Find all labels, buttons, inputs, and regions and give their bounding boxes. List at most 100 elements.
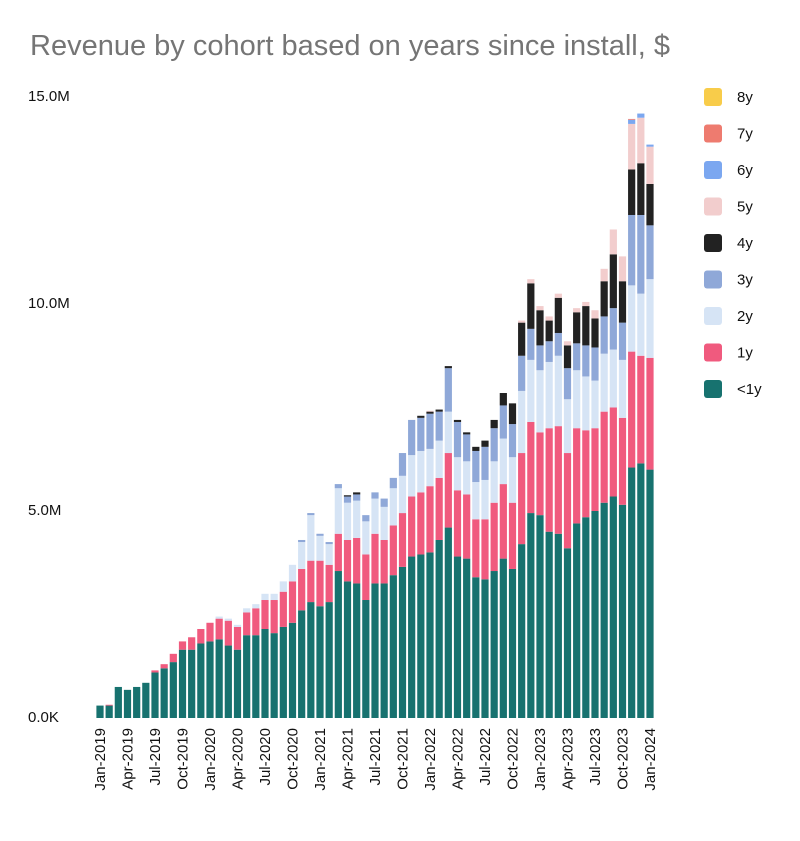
bar-segment	[453, 419, 462, 422]
bar-segment	[646, 225, 654, 280]
x-tick-label: Jan-2023	[532, 728, 549, 791]
bar-segment	[637, 463, 645, 718]
bar-segment	[573, 370, 581, 429]
bar-segment	[233, 626, 242, 650]
bar-segment	[169, 662, 177, 718]
bar-segment	[417, 450, 425, 493]
x-tick-label: Oct-2021	[395, 728, 412, 790]
bar-segment	[353, 494, 361, 501]
legend-swatch	[704, 343, 722, 362]
bar-segment	[371, 498, 379, 534]
bar-segment	[609, 229, 617, 255]
bar-segment	[243, 612, 251, 636]
bar-segment	[472, 577, 480, 718]
legend-swatch	[704, 270, 722, 289]
legend-label: 8y	[737, 89, 753, 106]
bar-segment	[545, 428, 553, 532]
x-tick-label: Apr-2023	[560, 728, 577, 790]
legend-swatch	[704, 161, 722, 179]
bar-segment	[591, 347, 599, 381]
x-tick-label: Apr-2021	[340, 728, 357, 790]
bar-segment	[298, 610, 306, 718]
bar-segment	[527, 513, 535, 718]
bar-segment	[334, 488, 342, 534]
bar-segment	[453, 457, 462, 491]
bar-segment	[252, 604, 260, 609]
bar-segment	[389, 525, 397, 576]
bar-segment	[371, 492, 379, 499]
bar-segment	[472, 519, 480, 578]
bar-segment	[609, 308, 617, 350]
bar-segment	[573, 343, 581, 371]
bar-segment	[288, 622, 297, 718]
bar-segment	[151, 672, 159, 718]
legend-swatch	[704, 307, 722, 325]
legend-label: 2y	[737, 308, 753, 325]
bar-segment	[463, 434, 471, 462]
bar-segment	[270, 593, 278, 601]
bar-segment	[169, 653, 177, 663]
bar-segment	[481, 579, 489, 718]
bar-segment	[343, 496, 352, 503]
bar-segment	[518, 355, 526, 391]
bar-segment	[545, 316, 553, 321]
legend-swatch	[704, 197, 722, 216]
bar-segment	[444, 368, 452, 412]
bar-segment	[490, 461, 498, 503]
bar-segment	[499, 484, 507, 559]
bar-segment	[160, 668, 168, 718]
bar-segment	[481, 446, 489, 480]
legend-label: 6y	[737, 162, 753, 179]
chart-title: Revenue by cohort based on years since i…	[30, 30, 670, 62]
bar-segment	[206, 641, 214, 718]
bar-segment	[261, 600, 269, 629]
bar-segment	[618, 281, 627, 323]
bar-segment	[316, 606, 324, 718]
bar-segment	[609, 254, 617, 309]
bar-segment	[444, 411, 452, 454]
bar-segment	[353, 583, 361, 718]
bar-segment	[426, 486, 434, 553]
bar-segment	[499, 558, 507, 718]
x-tick-label: Apr-2019	[120, 728, 137, 790]
bar-segment	[508, 457, 517, 503]
bar-segment	[545, 341, 553, 362]
bar-segment	[527, 283, 535, 329]
bar-segment	[637, 113, 645, 118]
bar-segment	[591, 380, 599, 429]
bar-segment	[582, 517, 590, 718]
bar-segment	[444, 527, 452, 718]
bar-segment	[417, 492, 425, 555]
bar-segment	[453, 556, 462, 718]
bar-segment	[536, 432, 544, 516]
bar-segment	[243, 608, 251, 613]
bar-segment	[398, 453, 407, 476]
bar-segment	[362, 521, 370, 555]
bar-segment	[206, 622, 214, 642]
bar-segment	[563, 341, 572, 346]
bar-segment	[435, 411, 443, 441]
bar-segment	[270, 600, 278, 634]
bar-segment	[637, 293, 645, 356]
bar-segment	[628, 214, 636, 286]
bar-segment	[105, 705, 113, 718]
bar-segment	[343, 495, 352, 497]
bar-segment	[508, 424, 517, 458]
bar-segment	[307, 560, 315, 603]
bar-segment	[362, 515, 370, 522]
bar-segment	[435, 440, 443, 478]
bar-segment	[261, 593, 269, 601]
bar-segment	[637, 214, 645, 294]
bar-segment	[518, 453, 526, 545]
bar-segment	[224, 645, 232, 718]
bar-segment	[472, 450, 480, 483]
bar-segment	[334, 484, 342, 489]
bar-segment	[325, 542, 333, 545]
bar-segment	[573, 428, 581, 524]
bar-segment	[380, 498, 388, 507]
bar-segment	[298, 568, 306, 611]
x-tick-label: Apr-2022	[450, 728, 467, 790]
bar-segment	[408, 419, 416, 456]
bar-segment	[563, 345, 572, 369]
